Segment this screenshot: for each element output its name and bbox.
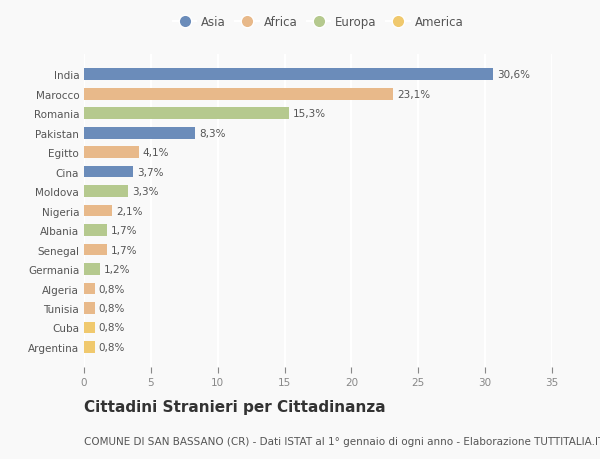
Text: 0,8%: 0,8%	[99, 342, 125, 352]
Text: 0,8%: 0,8%	[99, 323, 125, 333]
Text: COMUNE DI SAN BASSANO (CR) - Dati ISTAT al 1° gennaio di ogni anno - Elaborazion: COMUNE DI SAN BASSANO (CR) - Dati ISTAT …	[84, 436, 600, 446]
Bar	[84, 167, 133, 178]
Text: 3,3%: 3,3%	[132, 187, 158, 197]
Bar	[84, 205, 112, 217]
Bar	[84, 225, 107, 236]
Bar	[84, 322, 95, 334]
Text: 30,6%: 30,6%	[497, 70, 530, 80]
Bar	[84, 128, 195, 139]
Bar	[84, 283, 95, 295]
Bar	[84, 108, 289, 120]
Text: 1,7%: 1,7%	[111, 225, 137, 235]
Bar	[84, 302, 95, 314]
Bar	[84, 186, 128, 197]
Text: 3,7%: 3,7%	[137, 167, 164, 177]
Text: 0,8%: 0,8%	[99, 284, 125, 294]
Text: 23,1%: 23,1%	[397, 90, 430, 100]
Legend: Asia, Africa, Europa, America: Asia, Africa, Europa, America	[168, 11, 468, 34]
Text: 1,2%: 1,2%	[104, 264, 131, 274]
Text: 2,1%: 2,1%	[116, 206, 143, 216]
Bar	[84, 69, 493, 81]
Text: 4,1%: 4,1%	[143, 148, 169, 158]
Bar	[84, 244, 107, 256]
Bar	[84, 89, 393, 101]
Bar	[84, 341, 95, 353]
Text: 8,3%: 8,3%	[199, 129, 226, 139]
Text: 15,3%: 15,3%	[293, 109, 326, 119]
Bar	[84, 263, 100, 275]
Text: 0,8%: 0,8%	[99, 303, 125, 313]
Text: 1,7%: 1,7%	[111, 245, 137, 255]
Text: Cittadini Stranieri per Cittadinanza: Cittadini Stranieri per Cittadinanza	[84, 399, 386, 414]
Bar	[84, 147, 139, 159]
